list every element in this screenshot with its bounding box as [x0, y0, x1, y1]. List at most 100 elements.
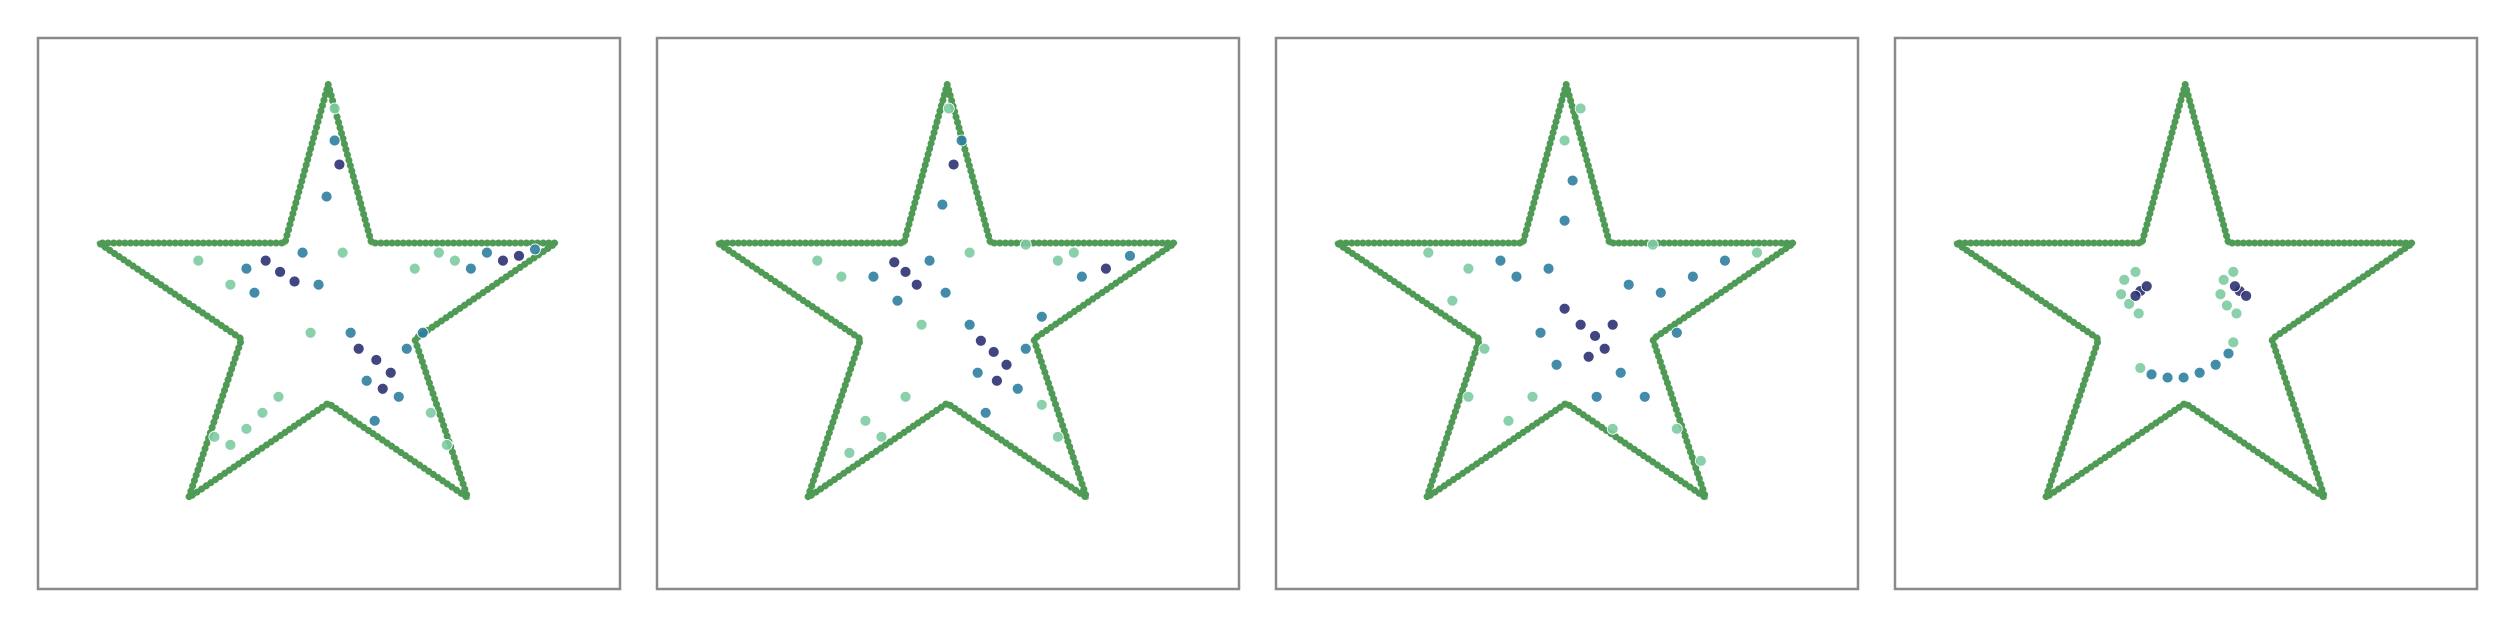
point	[1670, 326, 1683, 339]
point	[1124, 249, 1136, 262]
point	[955, 134, 968, 147]
point	[1686, 270, 1699, 283]
point	[2217, 273, 2230, 286]
star-outline	[1333, 81, 1798, 502]
point	[1051, 254, 1064, 267]
point	[939, 286, 952, 299]
star-outline	[714, 81, 1179, 502]
point	[1526, 390, 1539, 403]
point	[2177, 371, 2190, 384]
point	[2115, 288, 2127, 301]
point	[1462, 262, 1475, 275]
point	[296, 246, 309, 259]
point	[811, 254, 824, 267]
panel	[1893, 36, 2479, 591]
point	[1067, 246, 1080, 259]
point	[891, 294, 904, 307]
point	[1558, 214, 1571, 227]
point	[888, 256, 901, 269]
point	[1719, 254, 1731, 267]
point	[1589, 330, 1601, 342]
point	[1478, 342, 1491, 355]
point	[1694, 454, 1707, 467]
point	[376, 382, 389, 395]
point	[843, 446, 856, 459]
point	[224, 278, 237, 291]
point	[971, 366, 984, 379]
point	[915, 318, 928, 331]
point	[529, 243, 541, 256]
point	[448, 254, 461, 267]
point	[1534, 326, 1547, 339]
point	[2220, 299, 2233, 312]
panel-frame	[1893, 36, 2479, 591]
point	[2161, 371, 2174, 384]
point	[942, 102, 955, 115]
point	[1422, 246, 1435, 259]
point	[1614, 366, 1627, 379]
point	[336, 246, 349, 259]
point	[979, 406, 992, 419]
point	[1638, 390, 1651, 403]
point	[1606, 422, 1619, 435]
point	[320, 190, 333, 203]
point	[835, 270, 848, 283]
star-outline	[95, 81, 560, 502]
point	[1574, 318, 1587, 331]
point	[408, 262, 421, 275]
point	[1510, 270, 1523, 283]
point	[1494, 254, 1507, 267]
point	[497, 254, 509, 267]
point	[1558, 134, 1571, 147]
point	[2118, 273, 2131, 286]
point	[432, 246, 445, 259]
point	[1566, 174, 1579, 187]
point	[304, 326, 317, 339]
point	[240, 262, 253, 275]
point	[1558, 302, 1571, 315]
point	[2229, 280, 2241, 293]
point	[1011, 382, 1024, 395]
point	[963, 318, 976, 331]
point	[240, 422, 253, 435]
star-outline	[1952, 81, 2417, 502]
point	[2129, 289, 2142, 302]
point	[192, 254, 205, 267]
point	[991, 374, 1003, 387]
point	[2222, 347, 2235, 360]
point	[481, 246, 493, 259]
point	[1446, 294, 1459, 307]
point	[2132, 307, 2145, 320]
point	[1582, 350, 1595, 363]
point	[1751, 246, 1763, 259]
point	[344, 326, 357, 339]
point	[1019, 342, 1032, 355]
point	[392, 390, 405, 403]
point	[974, 334, 987, 347]
point	[360, 374, 373, 387]
point	[370, 354, 383, 366]
point	[910, 278, 923, 291]
point	[899, 265, 912, 278]
point	[2134, 362, 2147, 374]
point	[2193, 366, 2206, 379]
point	[2227, 265, 2240, 278]
point	[424, 406, 437, 419]
point	[1542, 262, 1555, 275]
point	[1075, 270, 1088, 283]
point	[1606, 318, 1619, 331]
point	[1646, 238, 1659, 251]
point	[274, 265, 286, 278]
point	[256, 406, 269, 419]
point	[1574, 102, 1587, 115]
point	[2123, 297, 2135, 310]
point	[899, 390, 912, 403]
point	[208, 430, 221, 443]
point	[859, 414, 872, 427]
point	[1670, 422, 1683, 435]
point	[1000, 358, 1013, 371]
point	[936, 198, 949, 211]
point	[1502, 414, 1515, 427]
point	[987, 346, 1000, 358]
